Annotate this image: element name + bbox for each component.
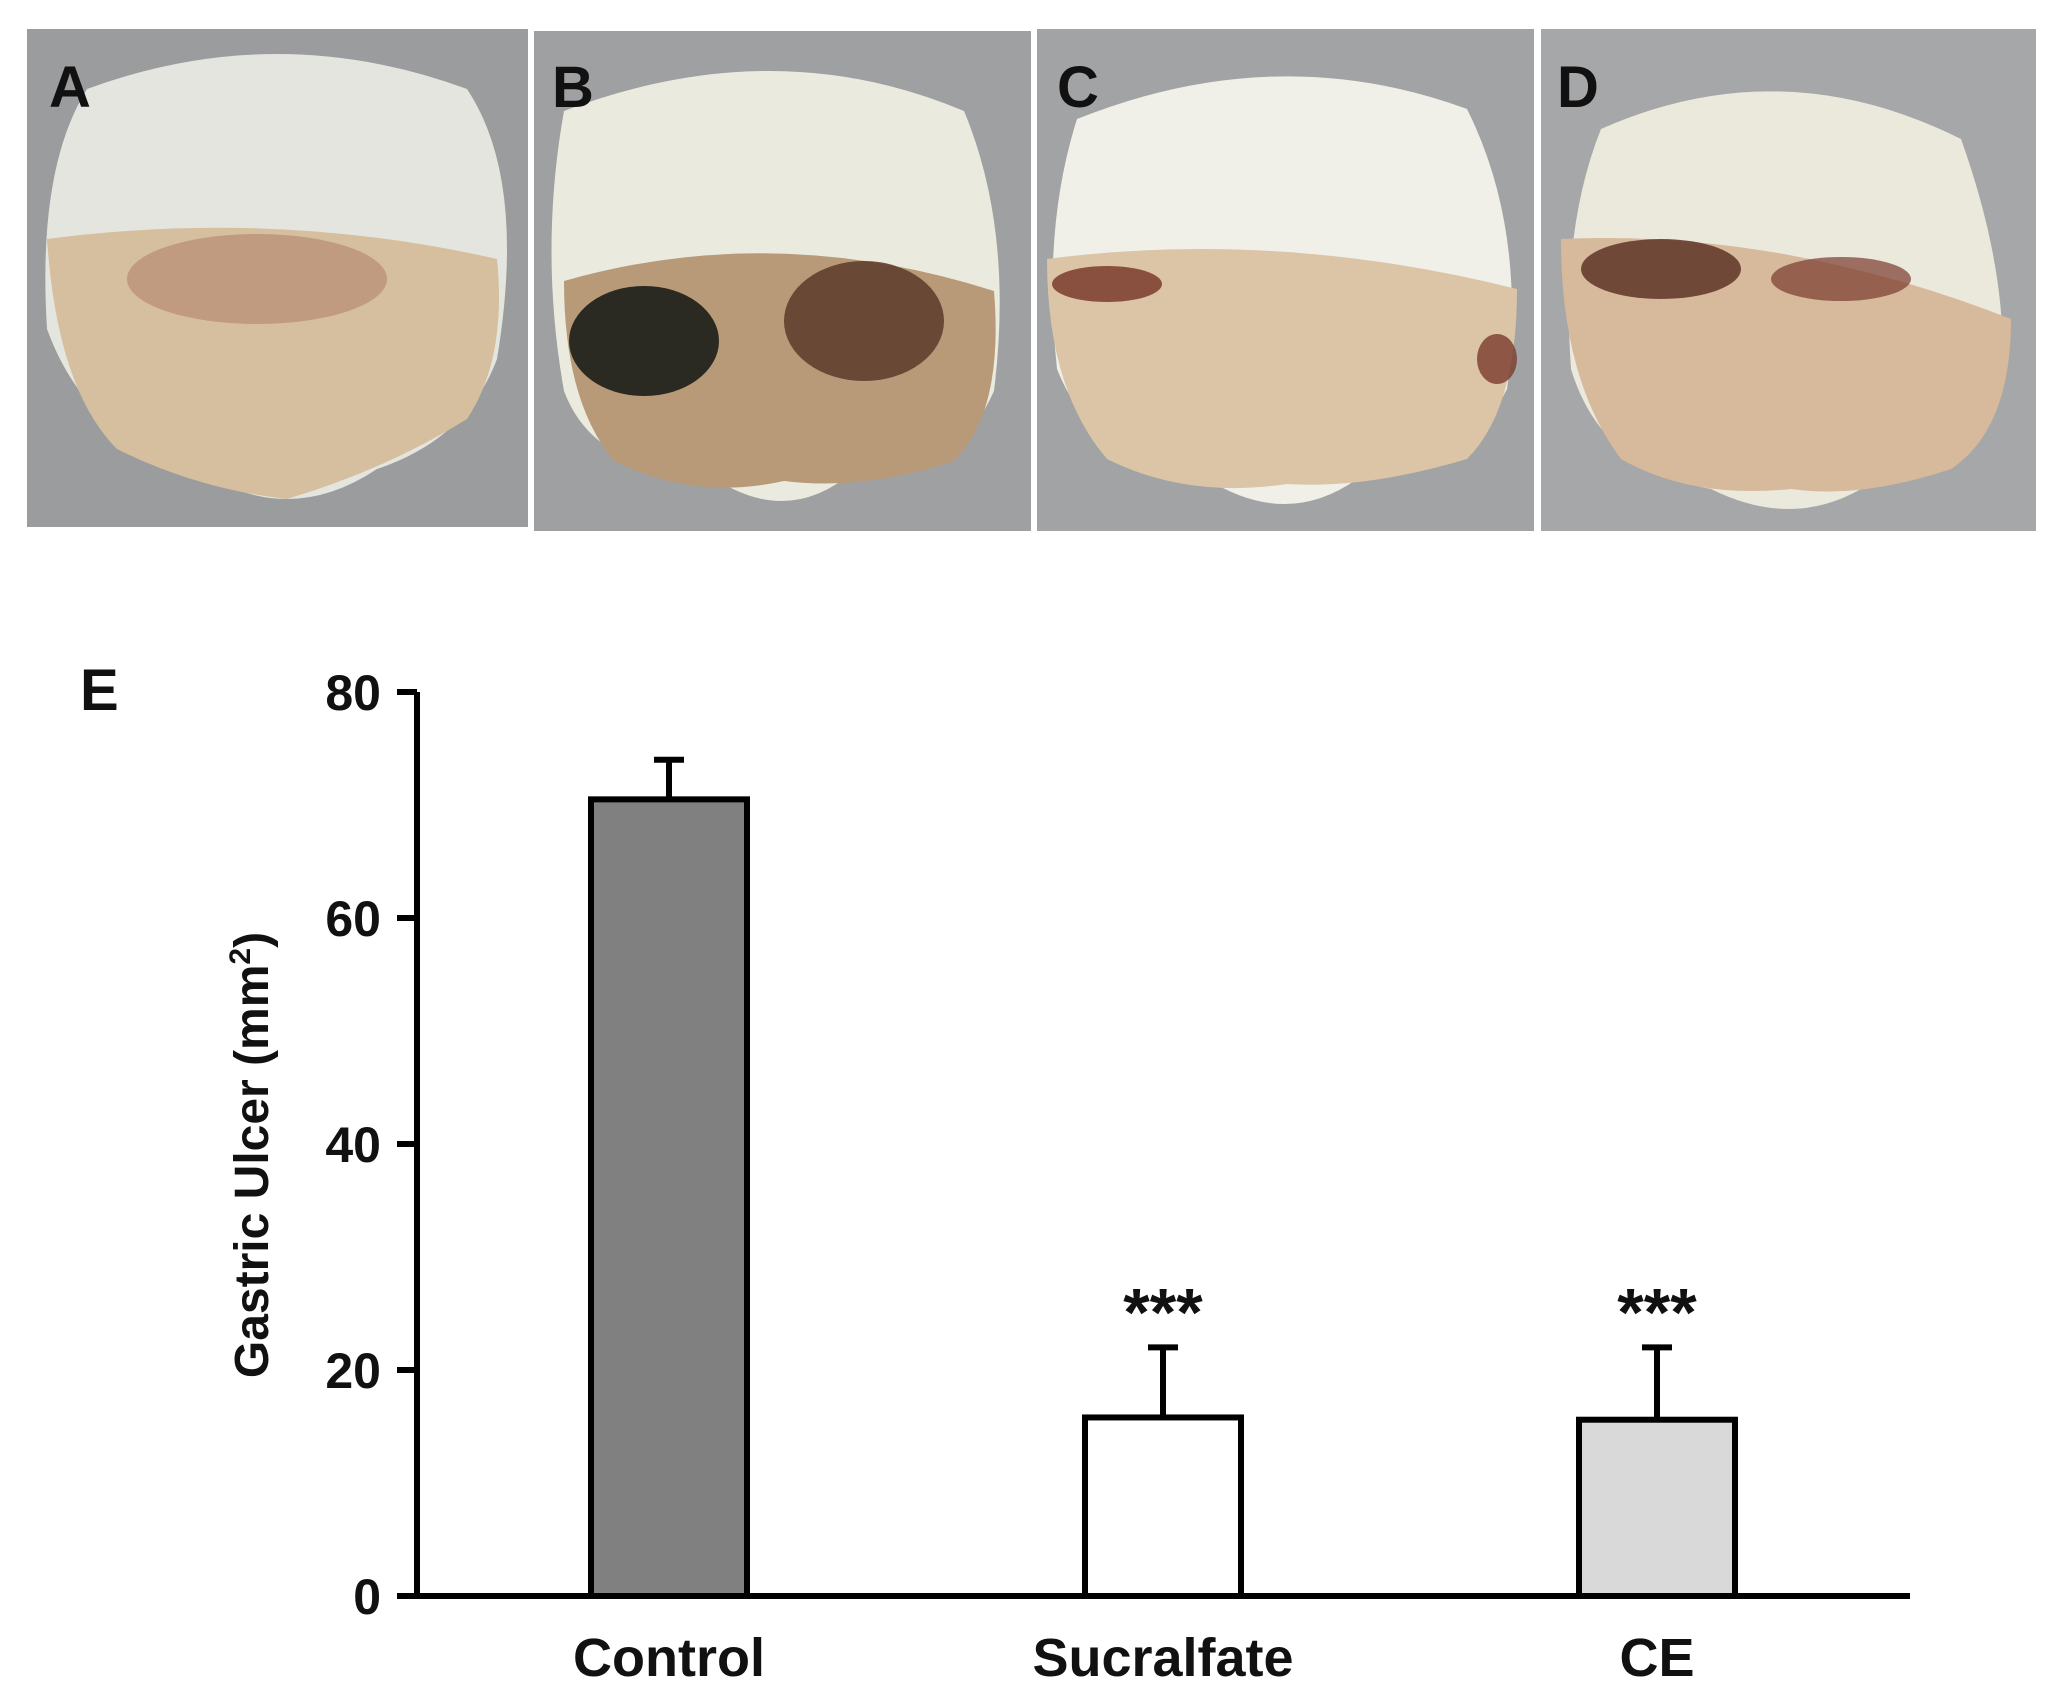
x-tick-label: Sucralfate (1032, 1628, 1293, 1685)
x-tick-label: Control (573, 1628, 765, 1685)
bar-chart: E 0 20 40 60 80 Control Sucralfate CE *** *** Ga… (80, 658, 1910, 1685)
stomach-image-c (1037, 29, 1534, 531)
y-axis-label-suffix: ) (226, 932, 279, 948)
stomach-image-a (27, 29, 528, 527)
panel-letter-c: C (1057, 55, 1099, 120)
y-tick-label: 40 (325, 1117, 381, 1173)
y-axis-label-superscript: 2 (224, 948, 257, 965)
stomach-image-b (534, 31, 1031, 531)
significance-marker: *** (1123, 1274, 1203, 1350)
y-tick-label: 80 (325, 665, 381, 721)
chart-bars: *** *** (588, 756, 1738, 1600)
y-tick-label: 0 (353, 1569, 381, 1625)
bar-ce (1576, 1416, 1738, 1599)
photo-panel-a: A (27, 29, 528, 527)
photo-panel-b: B (534, 31, 1031, 531)
photo-panel-c: C (1037, 29, 1534, 531)
x-tick-label: CE (1619, 1628, 1694, 1685)
y-tick-label: 20 (325, 1343, 381, 1399)
photo-panel-d: D (1541, 29, 2036, 531)
y-axis-label: Gastric Ulcer (mm2) (224, 932, 279, 1378)
panel-letter-d: D (1557, 55, 1599, 120)
panel-letter-a: A (49, 55, 91, 120)
panel-letter-b: B (552, 55, 594, 120)
stomach-image-d (1541, 29, 2036, 531)
significance-marker: *** (1617, 1274, 1697, 1350)
bar-sucralfate (1082, 1414, 1244, 1600)
y-axis-label-main: Gastric Ulcer (mm (226, 965, 279, 1379)
y-tick-label: 60 (325, 891, 381, 947)
bar-control (588, 796, 750, 1600)
panel-letter-e: E (80, 658, 119, 723)
